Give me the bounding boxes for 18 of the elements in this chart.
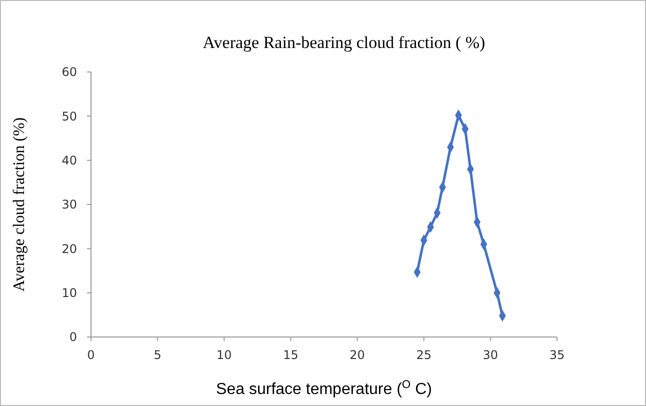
x-tick-label: 20 (350, 348, 365, 362)
y-axis-title: Average cloud fraction (%) (11, 117, 28, 292)
y-tick-label: 50 (62, 109, 77, 124)
y-tick-label: 30 (62, 198, 77, 212)
y-tick-label: 10 (62, 286, 77, 300)
x-tick-label: 15 (283, 348, 298, 362)
x-tick-label: 5 (154, 348, 162, 362)
y-tick-label: 40 (62, 154, 77, 168)
y-tick-label: 60 (62, 65, 77, 80)
x-tick-label: 0 (87, 348, 95, 362)
chart-title: Average Rain-bearing cloud fraction ( %) (202, 33, 486, 52)
y-tick-label: 0 (69, 330, 77, 344)
y-tick-label: 20 (62, 242, 77, 256)
x-axis-title: Sea surface temperature ($^{O}$ C) (216, 379, 432, 398)
x-tick-label: 30 (482, 348, 498, 362)
x-tick-label: 10 (216, 348, 232, 362)
x-tick-label: 35 (549, 348, 565, 362)
x-tick-label: 25 (416, 348, 432, 362)
